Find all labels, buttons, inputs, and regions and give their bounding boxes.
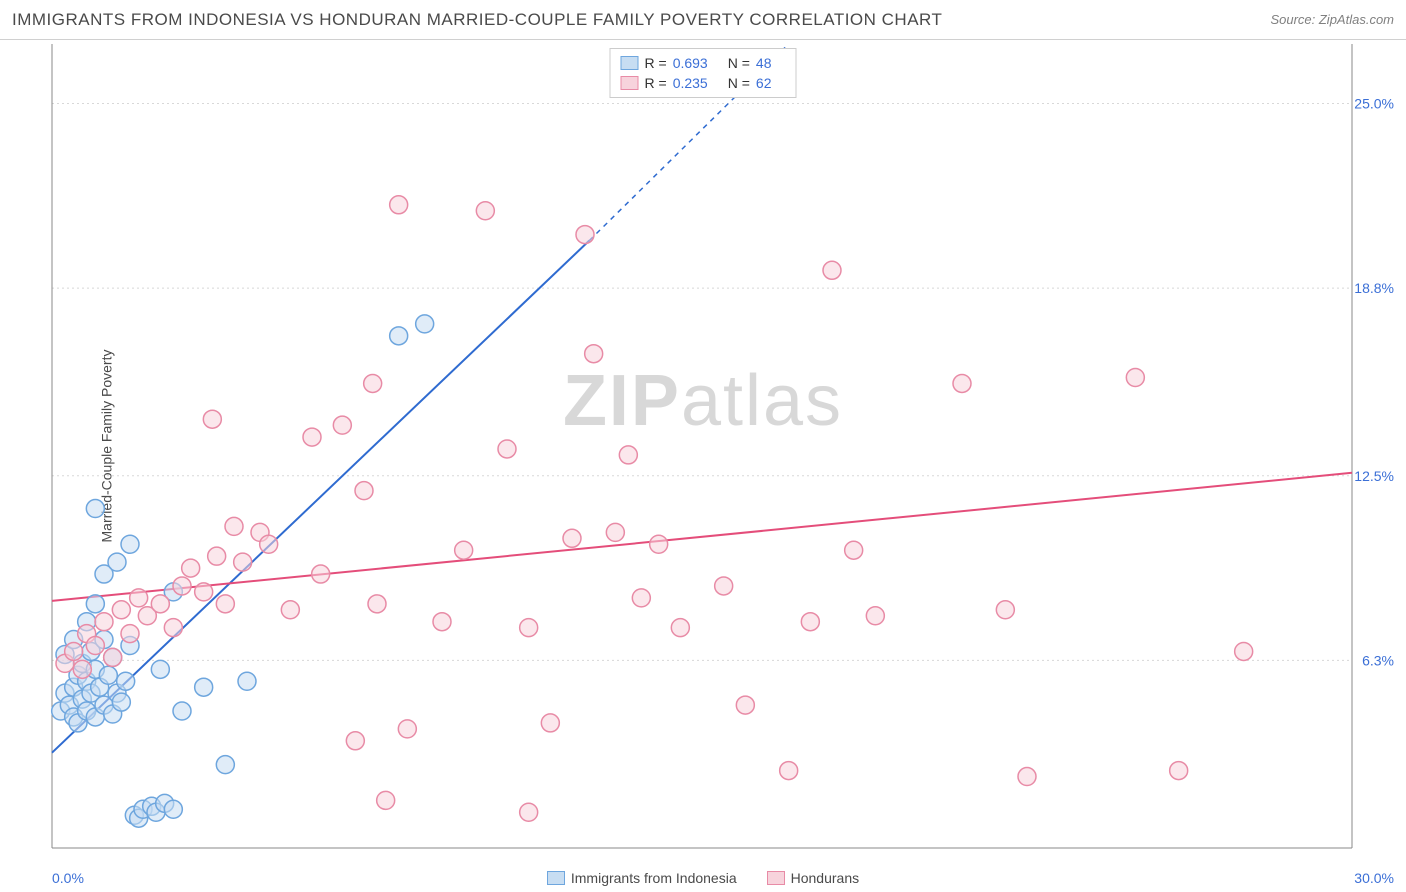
legend-swatch <box>547 871 565 885</box>
stats-legend-row: R = 0.693 N = 48 <box>621 53 786 73</box>
svg-text:25.0%: 25.0% <box>1354 96 1394 112</box>
r-label: R = <box>645 55 667 71</box>
chart-title: IMMIGRANTS FROM INDONESIA VS HONDURAN MA… <box>12 10 942 30</box>
stats-legend-row: R = 0.235 N = 62 <box>621 73 786 93</box>
legend-swatch <box>621 76 639 90</box>
chart-header: IMMIGRANTS FROM INDONESIA VS HONDURAN MA… <box>0 0 1406 40</box>
n-value: 62 <box>756 75 772 91</box>
scatter-chart: 6.3% 12.5% 18.8% 25.0% <box>48 40 1398 852</box>
svg-text:12.5%: 12.5% <box>1354 468 1394 484</box>
n-value: 48 <box>756 55 772 71</box>
legend-swatch <box>767 871 785 885</box>
legend-swatch <box>621 56 639 70</box>
r-label: R = <box>645 75 667 91</box>
svg-text:6.3%: 6.3% <box>1362 652 1394 668</box>
legend-label: Immigrants from Indonesia <box>571 870 737 886</box>
x-axis-max: 30.0% <box>1354 870 1394 886</box>
legend-label: Hondurans <box>791 870 860 886</box>
r-value: 0.693 <box>673 55 708 71</box>
n-label: N = <box>728 75 750 91</box>
r-value: 0.235 <box>673 75 708 91</box>
series-legend-item: Hondurans <box>767 870 860 886</box>
series-legend: Immigrants from Indonesia Hondurans <box>0 870 1406 886</box>
svg-text:18.8%: 18.8% <box>1354 280 1394 296</box>
x-axis-min: 0.0% <box>52 870 84 886</box>
n-label: N = <box>728 55 750 71</box>
chart-source: Source: ZipAtlas.com <box>1270 12 1394 27</box>
series-legend-item: Immigrants from Indonesia <box>547 870 737 886</box>
plot-svg: 6.3% 12.5% 18.8% 25.0% <box>48 40 1398 852</box>
stats-legend: R = 0.693 N = 48 R = 0.235 N = 62 <box>610 48 797 98</box>
